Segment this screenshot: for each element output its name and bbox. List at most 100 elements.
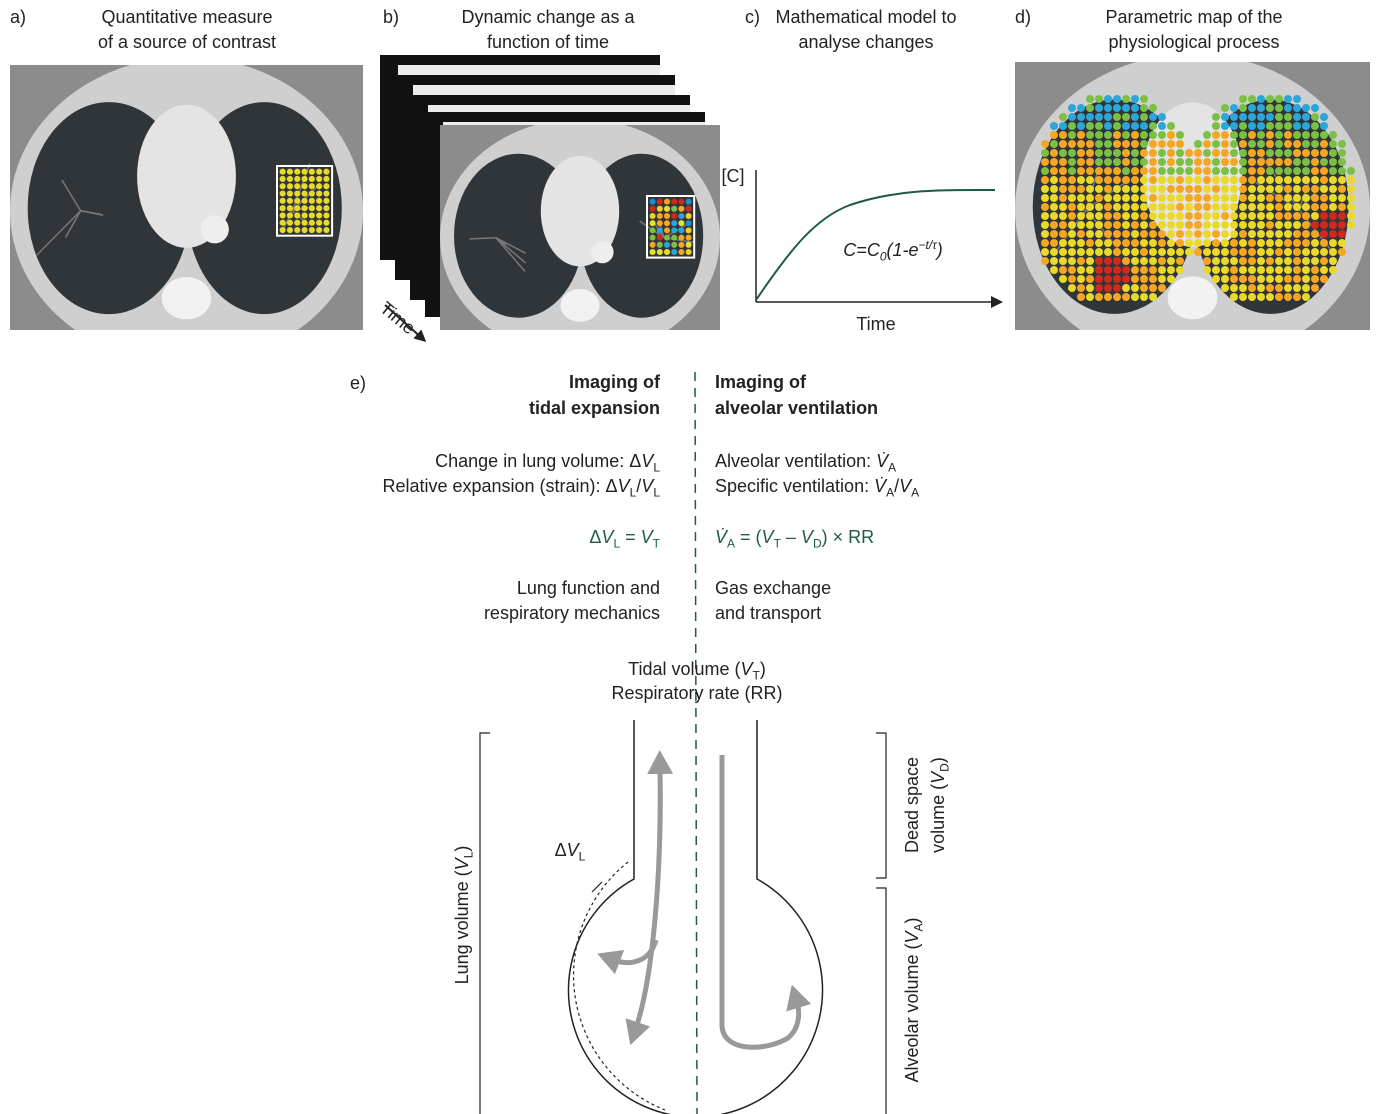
roi-dot — [678, 249, 684, 255]
map-dot — [1122, 113, 1130, 121]
map-dot — [1113, 167, 1121, 175]
map-dot — [1086, 167, 1094, 175]
text-segment: A — [886, 486, 894, 500]
text-segment: L — [462, 852, 476, 859]
map-dot — [1239, 95, 1247, 103]
text-segment: A — [912, 923, 926, 931]
map-dot — [1203, 212, 1211, 220]
map-dot — [1095, 221, 1103, 229]
map-dot — [1185, 212, 1193, 220]
map-dot — [1293, 212, 1301, 220]
map-dot — [1275, 293, 1283, 301]
roi-dot — [301, 227, 307, 233]
map-dot — [1266, 293, 1274, 301]
map-dot — [1239, 176, 1247, 184]
map-dot — [1257, 131, 1265, 139]
map-dot — [1311, 221, 1319, 229]
map-dot — [1221, 248, 1229, 256]
map-dot — [1248, 266, 1256, 274]
text-segment: L — [630, 486, 637, 500]
map-dot — [1302, 194, 1310, 202]
map-dot — [1284, 203, 1292, 211]
ct-image — [440, 119, 720, 357]
map-dot — [1140, 149, 1148, 157]
map-dot — [1347, 176, 1355, 184]
map-dot — [1095, 275, 1103, 283]
roi-dot — [678, 213, 684, 219]
roi-dot — [309, 227, 315, 233]
map-dot — [1284, 158, 1292, 166]
map-dot — [1320, 122, 1328, 130]
text-segment: Lung volume ( — [452, 870, 472, 984]
map-dot — [1311, 149, 1319, 157]
map-dot — [1095, 203, 1103, 211]
map-dot — [1041, 149, 1049, 157]
roi-dot — [323, 169, 329, 175]
map-dot — [1203, 131, 1211, 139]
map-dot — [1257, 203, 1265, 211]
map-dot — [1149, 158, 1157, 166]
roi-dot — [280, 169, 286, 175]
roi-dot — [294, 176, 300, 182]
map-dot — [1293, 293, 1301, 301]
map-dot — [1302, 131, 1310, 139]
map-dot — [1059, 158, 1067, 166]
roi-dot — [664, 227, 670, 233]
map-dot — [1230, 230, 1238, 238]
map-dot — [1257, 293, 1265, 301]
roi-dot — [294, 220, 300, 226]
map-dot — [1131, 194, 1139, 202]
roi-dot — [280, 227, 286, 233]
map-dot — [1302, 293, 1310, 301]
map-dot — [1068, 104, 1076, 112]
text-segment: C=C — [843, 240, 880, 260]
map-dot — [1095, 212, 1103, 220]
map-dot — [1104, 257, 1112, 265]
map-dot — [1311, 194, 1319, 202]
map-dot — [1311, 176, 1319, 184]
text-segment: T — [774, 537, 781, 551]
text-segment: = ( — [735, 527, 762, 547]
map-dot — [1248, 293, 1256, 301]
map-dot — [1221, 158, 1229, 166]
roi-dot — [301, 198, 307, 204]
map-dot — [1149, 221, 1157, 229]
map-dot — [1086, 230, 1094, 238]
formula: C=C0(1-e−t/τ) — [843, 239, 942, 261]
map-dot — [1068, 221, 1076, 229]
map-dot — [1077, 122, 1085, 130]
map-dot — [1095, 230, 1103, 238]
map-dot — [1257, 221, 1265, 229]
roi-dot — [280, 198, 286, 204]
text-segment: Respiratory rate (RR) — [611, 683, 782, 703]
map-dot — [1275, 221, 1283, 229]
map-dot — [1104, 275, 1112, 283]
map-dot — [1311, 140, 1319, 148]
map-dot — [1086, 131, 1094, 139]
map-dot — [1284, 284, 1292, 292]
text-segment: V — [928, 772, 948, 784]
map-dot — [1095, 293, 1103, 301]
map-dot — [1311, 212, 1319, 220]
map-dot — [1275, 158, 1283, 166]
map-dot — [1275, 203, 1283, 211]
map-dot — [1104, 230, 1112, 238]
ct-image — [10, 57, 363, 364]
map-dot — [1059, 266, 1067, 274]
map-dot — [1086, 149, 1094, 157]
map-dot — [1230, 194, 1238, 202]
map-dot — [1275, 257, 1283, 265]
map-dot — [1050, 140, 1058, 148]
map-dot — [1104, 239, 1112, 247]
map-dot — [1248, 131, 1256, 139]
map-dot — [1113, 113, 1121, 121]
roi-dot — [280, 176, 286, 182]
map-dot — [1275, 104, 1283, 112]
map-dot — [1059, 149, 1067, 157]
roi-dot — [287, 176, 293, 182]
map-dot — [1113, 104, 1121, 112]
map-dot — [1347, 203, 1355, 211]
map-dot — [1122, 95, 1130, 103]
spine — [1168, 276, 1218, 319]
map-dot — [1266, 248, 1274, 256]
